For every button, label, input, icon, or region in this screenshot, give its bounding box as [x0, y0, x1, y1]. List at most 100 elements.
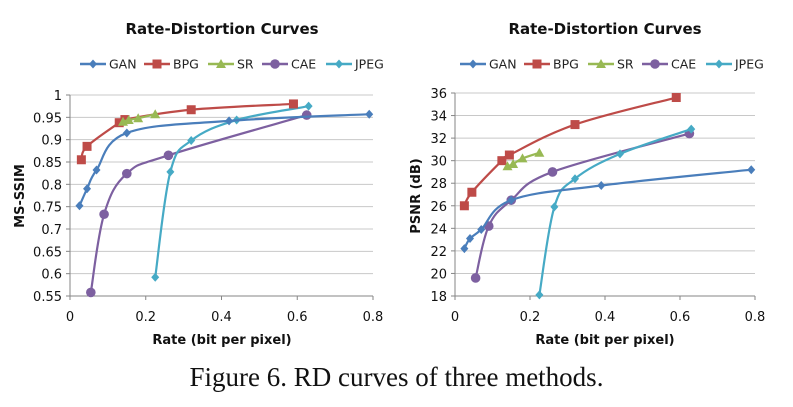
- data-point: [92, 165, 101, 175]
- x-axis-label: Rate (bit per pixel): [535, 333, 674, 348]
- data-point: [86, 287, 96, 298]
- y-axis-label: PSNR (dB): [409, 158, 424, 233]
- legend-item-bpg: BPG: [524, 57, 579, 72]
- data-point: [507, 195, 516, 205]
- y-tick-label: 34: [430, 110, 447, 125]
- y-tick-label: 0.75: [33, 201, 62, 216]
- series-sr: [502, 147, 545, 171]
- legend-label: GAN: [109, 57, 137, 72]
- y-tick-label: 0.65: [33, 245, 62, 260]
- legend-marker-diamond-icon: [469, 59, 477, 69]
- legend-label: SR: [617, 57, 634, 72]
- x-tick-label: 0.6: [287, 310, 308, 325]
- legend-marker-diamond-icon: [89, 59, 97, 69]
- legend-item-cae: CAE: [262, 57, 316, 72]
- chart-psnr: Rate-Distortion Curves GAN BPG SR CAE JPEG 1…: [409, 20, 765, 348]
- series-group: [75, 99, 374, 298]
- legend-label: CAE: [671, 57, 696, 72]
- y-tick-labels: 0.55 0.6 0.65 0.7 0.75 0.8 0.85 0.9 0.95 1: [33, 89, 62, 305]
- legend-label: BPG: [173, 57, 199, 72]
- legend-marker-triangle-icon: [216, 59, 226, 68]
- x-tick-label: 0: [451, 310, 459, 325]
- y-tick-label: 0.8: [41, 178, 62, 193]
- legend-marker-square-icon: [532, 59, 542, 69]
- y-tick-label: 22: [430, 245, 447, 260]
- data-point: [150, 109, 161, 119]
- legend-label: JPEG: [734, 57, 764, 72]
- legend-marker-triangle-icon: [596, 59, 606, 68]
- x-tick-labels: 0 0.2 0.4 0.6 0.8: [66, 310, 383, 325]
- data-point: [502, 161, 513, 171]
- y-tick-label: 30: [430, 155, 447, 170]
- legend-item-cae: CAE: [642, 57, 696, 72]
- x-tick-labels: 0 0.2 0.4 0.6 0.8: [451, 310, 765, 325]
- y-tick-label: 36: [430, 87, 447, 102]
- data-point: [547, 167, 558, 177]
- data-point: [301, 110, 312, 120]
- series-sr: [118, 109, 161, 126]
- series-line: [89, 114, 308, 293]
- data-point: [82, 141, 92, 151]
- x-tick-label: 0.2: [520, 310, 541, 325]
- series-bpg: [76, 99, 298, 165]
- data-point: [120, 115, 130, 125]
- data-point: [122, 168, 132, 179]
- x-axis-label: Rate (bit per pixel): [152, 333, 291, 348]
- data-point: [187, 136, 196, 146]
- legend-label: GAN: [489, 57, 517, 72]
- y-tick-label: 20: [430, 267, 447, 282]
- data-point: [163, 150, 174, 161]
- legend-marker-circle-icon: [650, 59, 660, 69]
- data-point: [550, 202, 559, 212]
- data-point: [534, 147, 545, 157]
- legend-item-sr: SR: [208, 57, 254, 72]
- data-point: [470, 273, 481, 283]
- data-point: [517, 153, 528, 163]
- series-jpeg: [151, 101, 313, 282]
- data-point: [616, 149, 624, 159]
- data-point: [466, 233, 474, 243]
- y-tick-label: 0.95: [33, 111, 62, 126]
- axes: [451, 92, 756, 300]
- x-tick-label: 0.8: [745, 310, 766, 325]
- data-point: [570, 120, 580, 130]
- data-point: [304, 101, 313, 111]
- x-tick-label: 0.6: [670, 310, 691, 325]
- y-tick-labels: 18 20 22 24 26 28 30 32 34 36: [430, 87, 447, 305]
- data-point: [597, 180, 606, 190]
- legend-item-jpeg: JPEG: [706, 57, 764, 72]
- x-tick-label: 0.4: [211, 310, 232, 325]
- legend-marker-circle-icon: [270, 59, 280, 69]
- legend: GAN BPG SR CAE JPEG: [80, 57, 384, 72]
- data-point: [75, 201, 84, 211]
- y-tick-label: 26: [430, 200, 447, 215]
- data-point: [76, 155, 86, 165]
- legend-marker-diamond-icon: [715, 59, 723, 69]
- data-point: [687, 124, 696, 134]
- data-point: [288, 99, 298, 109]
- data-point: [151, 272, 160, 282]
- data-point: [747, 165, 756, 175]
- data-point: [467, 187, 477, 197]
- y-tick-label: 24: [430, 222, 447, 237]
- data-point: [460, 244, 469, 254]
- series-line: [78, 113, 370, 207]
- data-point: [122, 128, 131, 138]
- y-tick-label: 0.85: [33, 156, 62, 171]
- data-point: [671, 93, 681, 103]
- y-tick-label: 0.7: [41, 223, 62, 238]
- y-tick-label: 1: [54, 89, 62, 104]
- data-point: [166, 167, 175, 177]
- legend-item-jpeg: JPEG: [326, 57, 384, 72]
- data-point: [497, 156, 507, 166]
- data-point: [535, 290, 544, 300]
- y-tick-label: 0.6: [41, 268, 62, 283]
- data-point: [123, 115, 134, 125]
- legend-item-gan: GAN: [460, 57, 517, 72]
- series-cae: [86, 110, 312, 298]
- legend-marker-square-icon: [152, 59, 162, 69]
- legend-marker-diamond-icon: [335, 59, 343, 69]
- series-gan: [460, 165, 756, 254]
- x-tick-label: 0: [66, 310, 74, 325]
- legend: GAN BPG SR CAE JPEG: [460, 57, 764, 72]
